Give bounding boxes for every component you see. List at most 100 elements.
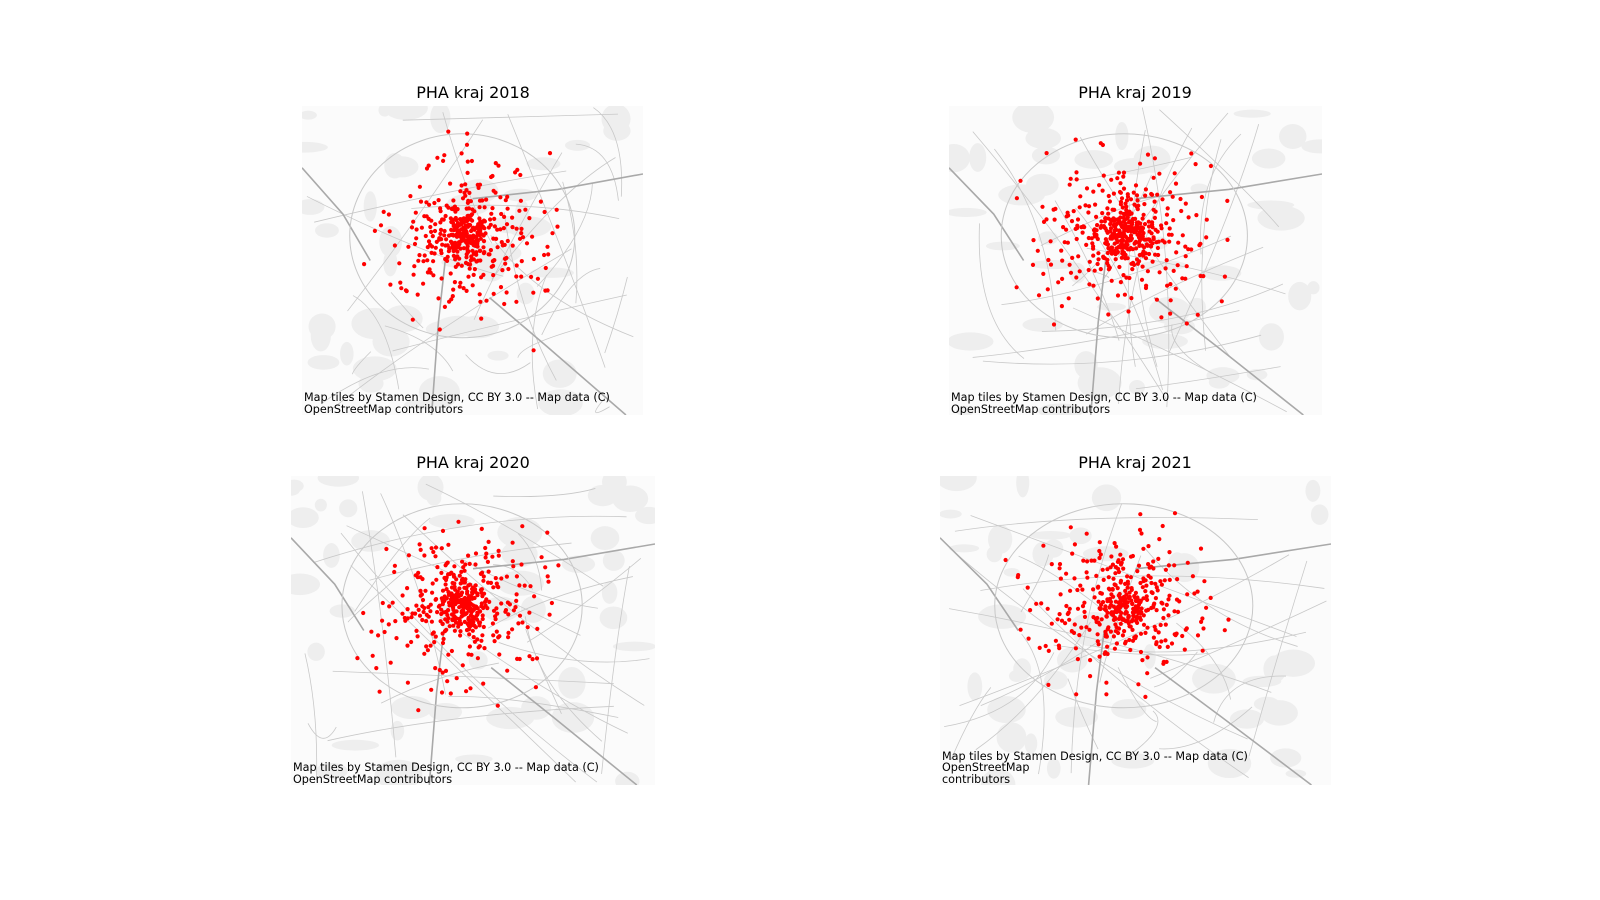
data-point (1091, 246, 1096, 251)
data-point (1094, 228, 1099, 233)
data-point (496, 585, 501, 590)
minor-road (1150, 600, 1327, 679)
data-point (1159, 315, 1164, 320)
data-point (501, 226, 506, 231)
data-point (1140, 658, 1145, 663)
data-point (1067, 182, 1072, 187)
data-point (1098, 267, 1103, 272)
data-point (1143, 187, 1148, 192)
data-point (453, 232, 459, 238)
data-point (491, 585, 496, 590)
data-point (1124, 227, 1129, 232)
data-point (470, 591, 475, 596)
data-point (461, 286, 466, 291)
data-point (372, 228, 377, 233)
map-panel-2021[interactable]: Map tiles by Stamen Design, CC BY 3.0 --… (940, 476, 1331, 785)
data-point (461, 246, 466, 251)
data-point (1189, 151, 1194, 156)
minor-road (1072, 307, 1287, 413)
data-point (1046, 648, 1051, 653)
minor-road (1143, 547, 1298, 647)
panel-title-2018: PHA kraj 2018 (416, 83, 530, 102)
data-point (1080, 587, 1085, 592)
data-point (1119, 255, 1124, 260)
data-point (425, 648, 430, 653)
data-point (465, 238, 471, 243)
data-point (1168, 190, 1173, 195)
data-point (473, 583, 478, 588)
built-up-area (1279, 124, 1307, 150)
data-point (538, 199, 543, 204)
data-point (1112, 646, 1117, 651)
data-point (439, 276, 444, 281)
data-point (525, 625, 530, 630)
minor-road (1075, 207, 1163, 391)
data-point (1199, 619, 1204, 624)
built-up-area (940, 476, 977, 492)
data-point (1046, 682, 1051, 687)
data-point (456, 624, 461, 629)
data-point (446, 572, 451, 577)
data-point (462, 568, 467, 573)
map-2018 (302, 106, 643, 415)
data-point (1076, 254, 1081, 259)
data-point (1176, 240, 1181, 245)
data-point (447, 299, 452, 304)
data-point (1105, 250, 1110, 256)
data-point (543, 265, 548, 271)
data-point (1075, 217, 1081, 222)
data-point (1150, 222, 1155, 227)
data-point (478, 224, 483, 229)
data-point (1178, 196, 1183, 202)
data-point (1192, 591, 1197, 596)
data-point (499, 576, 504, 581)
data-point (1202, 579, 1207, 584)
data-point (488, 217, 493, 222)
data-point (416, 607, 421, 612)
data-point (439, 607, 444, 612)
data-point (1092, 268, 1097, 273)
data-point (1111, 222, 1117, 227)
minor-road (955, 552, 1248, 740)
map-panel-2018[interactable]: Map tiles by Stamen Design, CC BY 3.0 --… (302, 106, 643, 415)
minor-road (1067, 678, 1099, 750)
data-point (433, 666, 438, 671)
minor-road (1200, 133, 1242, 255)
data-point (1149, 580, 1154, 586)
data-point (447, 624, 452, 629)
data-point (432, 200, 437, 206)
data-point (480, 570, 485, 575)
map-panel-2020[interactable]: Map tiles by Stamen Design, CC BY 3.0 --… (291, 476, 655, 785)
data-point (1157, 537, 1162, 542)
data-point (459, 608, 464, 614)
data-point (417, 542, 422, 547)
data-point (464, 231, 469, 236)
data-point (1124, 610, 1129, 615)
minor-road (1099, 555, 1142, 683)
minor-road (1171, 324, 1212, 374)
data-point (1201, 274, 1206, 279)
data-point (1137, 527, 1143, 532)
data-point (1058, 592, 1063, 597)
data-point (1014, 196, 1019, 201)
data-point (475, 591, 480, 596)
map-panel-2019[interactable]: Map tiles by Stamen Design, CC BY 3.0 --… (949, 106, 1322, 415)
data-point (1119, 239, 1124, 244)
data-point (420, 597, 426, 603)
data-point (1112, 615, 1117, 620)
data-point (1172, 609, 1177, 614)
minor-road (1153, 651, 1198, 688)
data-point (1172, 563, 1177, 568)
attribution: Map tiles by Stamen Design, CC BY 3.0 --… (293, 762, 599, 785)
data-point (472, 267, 477, 272)
data-point (1164, 212, 1170, 217)
data-point (1082, 225, 1087, 230)
data-point (1136, 563, 1142, 568)
data-point (1141, 212, 1146, 217)
data-point (473, 606, 478, 611)
data-point (1161, 607, 1166, 612)
data-point (546, 579, 551, 584)
data-point (1167, 550, 1172, 555)
built-up-area (1229, 709, 1264, 729)
data-point (529, 274, 534, 279)
